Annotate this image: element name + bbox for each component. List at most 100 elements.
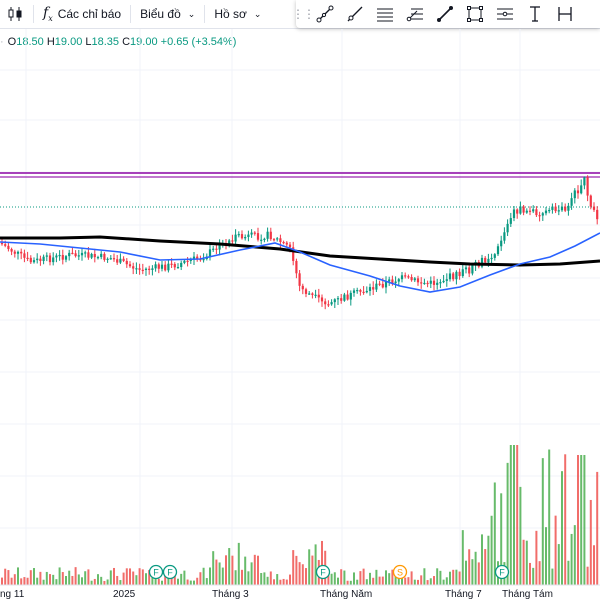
text-tool[interactable] <box>520 0 550 28</box>
volume-bar <box>180 573 183 585</box>
chevron-down-icon: ⌄ <box>253 8 262 19</box>
chart-type-button[interactable] <box>0 0 30 28</box>
drag-handle-icon[interactable]: ⋮⋮ <box>292 7 315 21</box>
volume-bar <box>429 578 432 585</box>
candlestick-icon <box>8 7 22 21</box>
event-marker-circle <box>148 564 164 580</box>
candle-body <box>173 264 176 268</box>
volume-bar <box>247 571 250 585</box>
candle-body <box>560 206 564 211</box>
candle-body <box>365 290 368 293</box>
volume-bar <box>4 568 7 585</box>
candle-body <box>455 271 458 280</box>
candle-body <box>192 256 196 260</box>
candle-body <box>45 255 48 257</box>
candle-body <box>429 280 432 284</box>
toolbar-divider <box>33 5 34 23</box>
volume-bar <box>567 560 570 585</box>
candle-body <box>304 289 308 294</box>
fast-moving-average[interactable] <box>0 232 600 293</box>
volume-bar <box>266 576 269 585</box>
candle-body <box>500 240 503 247</box>
candle-body <box>164 264 167 271</box>
candle-body <box>122 258 125 261</box>
candle-body <box>336 298 340 300</box>
volume-bar <box>369 572 371 585</box>
candle-body <box>416 278 420 283</box>
candle-body <box>381 283 384 288</box>
ray-tool[interactable] <box>340 0 370 28</box>
volume-bar <box>183 570 186 585</box>
horizontal-line-tool-icon <box>497 8 513 20</box>
candle-body <box>266 231 269 239</box>
volume-bar <box>410 571 413 585</box>
volume-bar <box>545 527 547 585</box>
volume-bar <box>519 486 522 585</box>
pencil-tool[interactable] <box>430 0 460 28</box>
chart-menu-button[interactable]: Biểu đồ ⌄ <box>134 0 201 28</box>
volume-bar <box>218 562 221 585</box>
candle-body <box>576 190 580 194</box>
indicators-button[interactable]: fx Các chỉ báo <box>37 0 127 28</box>
candle-body <box>391 279 394 284</box>
candle-body <box>410 277 413 281</box>
volume-bar <box>298 562 301 585</box>
candle-body <box>240 234 244 239</box>
trend-line-tool[interactable] <box>310 0 340 28</box>
volume-bar <box>436 568 439 585</box>
volume-bar <box>161 580 163 585</box>
volume-bar <box>282 578 285 585</box>
x-axis: ng 11 2025 Tháng 3 Tháng Năm Tháng 7 Tháng Tá… <box>0 584 600 600</box>
candle-body <box>362 291 365 294</box>
candle-body <box>260 239 263 241</box>
slow-moving-average[interactable] <box>0 235 600 267</box>
candle-body <box>442 280 445 283</box>
candle-body <box>135 268 138 270</box>
volume-bar <box>362 568 365 585</box>
candle-body <box>528 210 532 212</box>
volume-bar <box>13 574 16 585</box>
volume-bar <box>522 539 525 585</box>
candle-body <box>375 283 378 290</box>
candle-body <box>68 252 71 257</box>
candle-body <box>218 243 221 250</box>
volume-bar <box>170 575 173 585</box>
candle-body <box>586 177 589 196</box>
volume-bar <box>212 551 215 585</box>
candle-body <box>461 269 464 277</box>
volume-bar <box>81 577 83 585</box>
measure-tool[interactable] <box>550 0 580 28</box>
candle-body <box>439 282 442 284</box>
volume-bar <box>215 559 218 585</box>
candle-body <box>256 233 260 240</box>
candle-body <box>436 282 439 285</box>
rectangle-tool[interactable] <box>460 0 490 28</box>
function-icon: fx <box>43 5 53 23</box>
candle-body <box>52 257 55 263</box>
volume-bar <box>285 579 288 585</box>
candle-body <box>480 257 484 267</box>
volume-bar <box>465 560 467 585</box>
volume-bar <box>458 571 461 585</box>
volume-bar <box>231 555 234 585</box>
volume-bar <box>279 579 282 585</box>
volume-bar <box>113 567 115 585</box>
volume-bar <box>202 567 205 585</box>
horizontal-line-tool[interactable] <box>490 0 520 28</box>
volume-bar <box>129 568 131 585</box>
volume-bar <box>570 533 573 585</box>
volume-bar <box>125 568 128 585</box>
rectangle-icon <box>467 6 483 22</box>
fib-retracement-tool[interactable] <box>400 0 430 28</box>
profile-menu-button[interactable]: Hồ sơ ⌄ <box>208 0 267 28</box>
candle-body <box>16 251 20 254</box>
event-marker-letter: F <box>153 568 159 578</box>
candles <box>0 175 599 310</box>
candle-body <box>109 258 112 260</box>
parallel-channel-tool[interactable] <box>370 0 400 28</box>
x-axis-label: ng 11 <box>0 589 25 600</box>
candle-body <box>484 257 487 263</box>
candle-body <box>468 267 471 274</box>
